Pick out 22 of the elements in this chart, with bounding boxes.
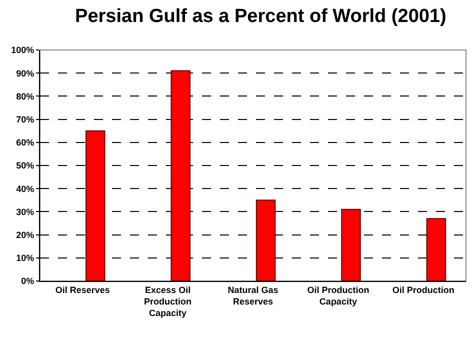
- x-tick-label: Oil Production: [392, 284, 454, 295]
- chart-title: Persian Gulf as a Percent of World (2001): [75, 6, 446, 27]
- y-tick-label: 100%: [11, 45, 34, 56]
- y-tick-label: 40%: [16, 184, 34, 194]
- x-tick-label: Oil Production Capacity: [307, 284, 370, 306]
- bar: [86, 130, 106, 281]
- x-tick-label: Natural Gas Reserves: [228, 284, 278, 306]
- bar: [256, 200, 276, 281]
- x-tick-label: Oil Reserves: [55, 284, 110, 295]
- y-tick-label: 80%: [16, 91, 34, 102]
- y-tick-label: 60%: [16, 138, 34, 148]
- y-tick-label: 10%: [16, 253, 34, 264]
- y-tick-label: 0%: [21, 276, 34, 286]
- y-tick-label: 90%: [16, 68, 34, 78]
- y-tick-label: 20%: [16, 230, 34, 240]
- x-tick-label: Excess Oil Production Capacity: [144, 284, 192, 318]
- y-tick-label: 30%: [16, 206, 34, 217]
- bar: [426, 218, 446, 281]
- bar: [170, 70, 190, 281]
- bar: [341, 208, 361, 281]
- y-tick-label: 70%: [16, 114, 34, 124]
- y-tick-label: 50%: [16, 160, 34, 171]
